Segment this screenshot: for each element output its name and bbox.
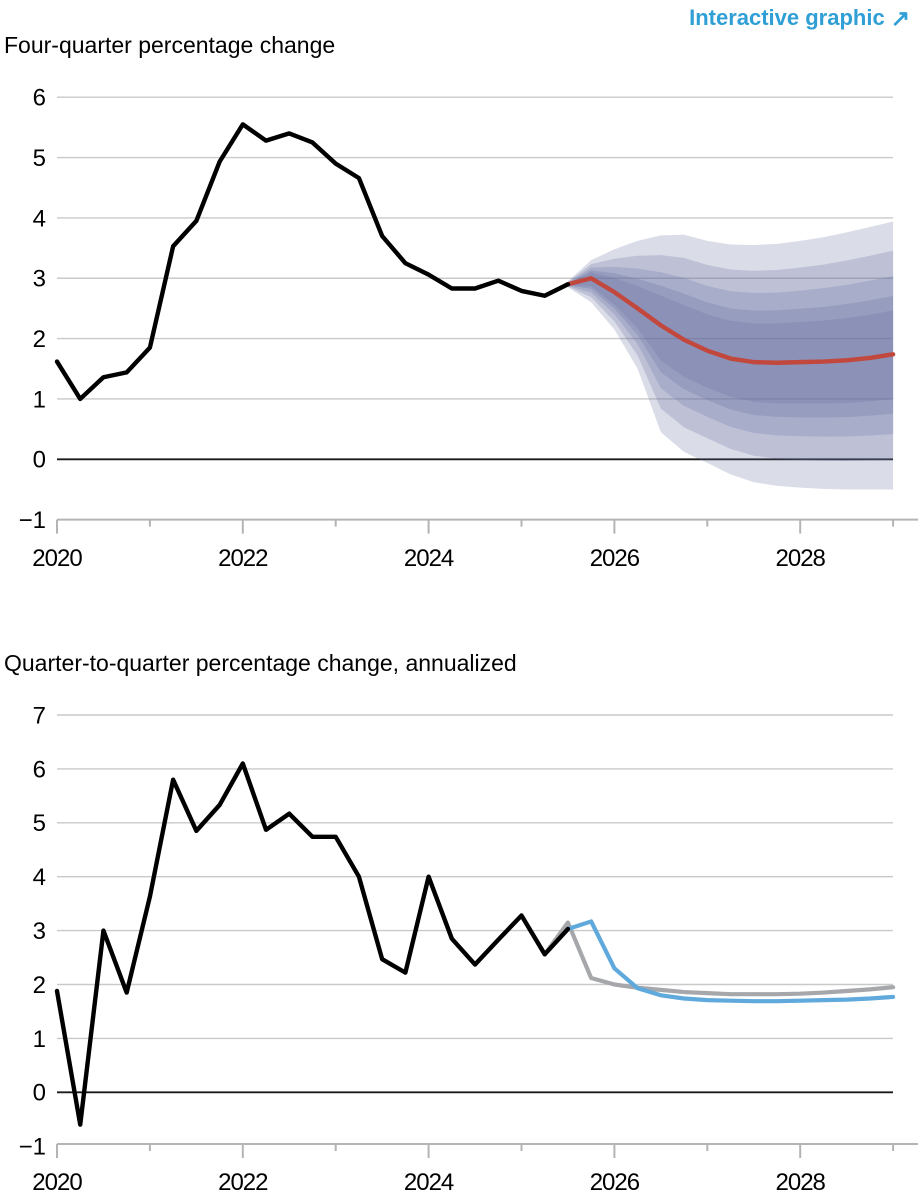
uncertainty-band xyxy=(567,221,894,490)
x-axis-label: 2022 xyxy=(218,545,268,572)
forecast-mean-line xyxy=(565,276,896,365)
y-axis-label: 2 xyxy=(33,326,46,353)
previous-forecast-line xyxy=(542,920,896,997)
x-axis-label: 2024 xyxy=(404,545,454,572)
y-axis-label: 5 xyxy=(33,810,46,837)
uncertainty-band xyxy=(567,272,894,404)
x-axis-label: 2020 xyxy=(32,545,82,572)
history-line xyxy=(54,761,571,1127)
x-axis-label: 2024 xyxy=(404,1169,454,1196)
y-axis-label: 4 xyxy=(33,205,46,232)
y-axis-label: 1 xyxy=(33,386,46,413)
external-link-arrow-icon: ↗ xyxy=(890,4,910,31)
y-axis-label: 5 xyxy=(33,145,46,172)
y-axis-label: 1 xyxy=(33,1026,46,1053)
uncertainty-band xyxy=(567,266,894,437)
interactive-graphic-link[interactable]: Interactive graphic ↗ xyxy=(689,5,910,31)
uncertainty-band xyxy=(567,270,894,418)
uncertainty-band xyxy=(567,250,894,462)
interactive-graphic-label: Interactive graphic xyxy=(689,5,885,30)
chart-title-four-quarter: Four-quarter percentage change xyxy=(4,32,336,58)
x-axis-label: 2020 xyxy=(32,1169,82,1196)
y-axis-label: −1 xyxy=(19,1134,46,1161)
current-forecast-line xyxy=(565,919,896,1004)
four-quarter-inflation-chart: 2020 2022 2024 2026 2028 −1 0 1 2 3 4 5 6 xyxy=(19,85,918,572)
y-axis-label: −1 xyxy=(19,507,46,534)
x-axis-label: 2028 xyxy=(776,545,826,572)
x-axis-label: 2026 xyxy=(590,1169,640,1196)
x-axis-label: 2022 xyxy=(218,1169,268,1196)
x-axis-label: 2026 xyxy=(590,545,640,572)
y-axis-label: 7 xyxy=(33,702,46,729)
y-axis-label: 2 xyxy=(33,972,46,999)
y-axis-label: 0 xyxy=(33,447,46,474)
y-axis-label: 4 xyxy=(33,864,46,891)
y-axis-label: 6 xyxy=(33,85,46,112)
y-axis-label: 3 xyxy=(33,266,46,293)
y-axis-label: 3 xyxy=(33,918,46,945)
chart-title-quarter-to-quarter: Quarter-to-quarter percentage change, an… xyxy=(4,650,517,676)
y-axis-label: 0 xyxy=(33,1080,46,1107)
y-axis-label: 6 xyxy=(33,756,46,783)
history-line xyxy=(54,122,571,402)
x-axis-label: 2028 xyxy=(776,1169,826,1196)
quarter-to-quarter-inflation-chart: 2020 2022 2024 2026 2028 −1 0 1 2 3 4 5 6 7 xyxy=(19,702,918,1196)
